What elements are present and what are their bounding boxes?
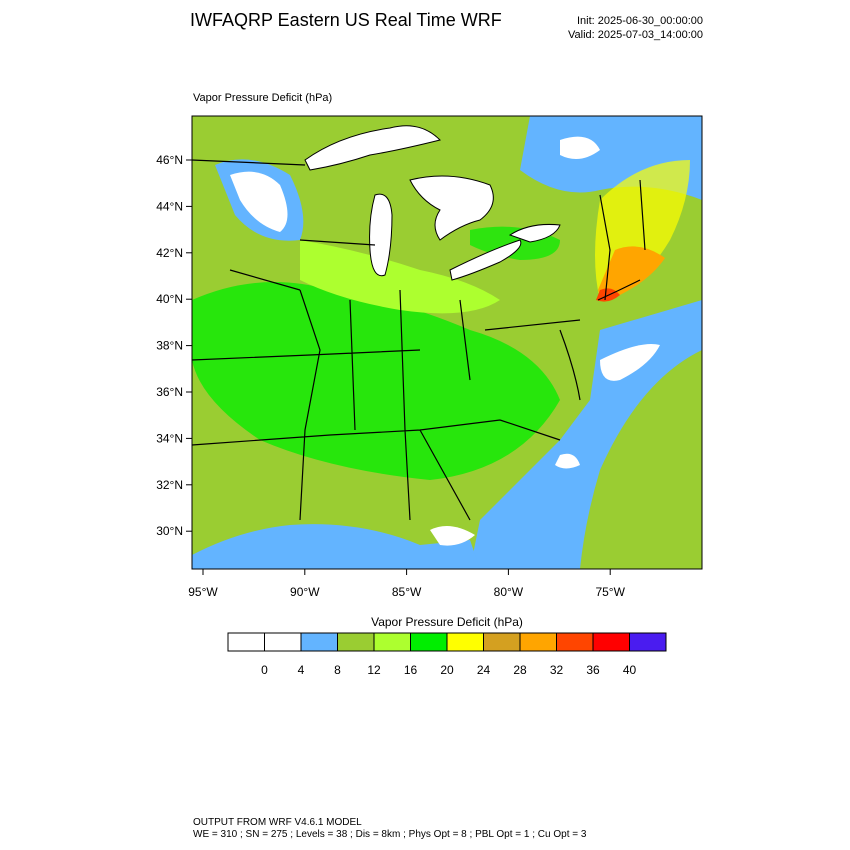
ocean-clear xyxy=(555,453,580,469)
colorbar-label: 4 xyxy=(298,663,305,677)
colorbar-box xyxy=(483,632,521,652)
colorbar-box xyxy=(337,632,375,652)
lon-label: 80°W xyxy=(494,585,524,599)
lake-huron xyxy=(409,175,494,241)
lon-label: 85°W xyxy=(392,585,422,599)
lon-label: 90°W xyxy=(290,585,320,599)
colorbar-box xyxy=(519,632,557,652)
colorbar-label: 32 xyxy=(550,663,564,677)
colorbar-box xyxy=(373,632,411,652)
colorbar-box xyxy=(410,632,448,652)
lake-michigan xyxy=(369,193,393,277)
vpd-12-16 xyxy=(300,240,500,314)
lat-label: 44°N xyxy=(156,199,183,213)
lake-erie xyxy=(449,239,522,281)
colorbar-label: 12 xyxy=(367,663,381,677)
lat-label: 38°N xyxy=(156,339,183,353)
lat-label: 30°N xyxy=(156,524,183,538)
lon-label: 95°W xyxy=(188,585,218,599)
title: IWFAQRP Eastern US Real Time WRF xyxy=(190,10,502,30)
colorbar-label: 0 xyxy=(261,663,268,677)
vpd-28-32 xyxy=(598,246,665,297)
colorbar-label: 24 xyxy=(477,663,491,677)
colorbar-box xyxy=(300,632,338,652)
map-title: Vapor Pressure Deficit (hPa) xyxy=(193,92,332,104)
colorbar-box xyxy=(264,632,302,652)
lake-superior xyxy=(304,125,441,171)
colorbar-box xyxy=(446,632,484,652)
footer-line: WE = 310 ; SN = 275 ; Levels = 38 ; Dis … xyxy=(193,829,587,840)
borders xyxy=(192,159,646,521)
ocean-far xyxy=(580,350,702,569)
lat-label: 36°N xyxy=(156,385,183,399)
colorbar-label: 16 xyxy=(404,663,418,677)
lat-label: 42°N xyxy=(156,246,183,260)
colorbar-label: 40 xyxy=(623,663,637,677)
valid-time: Valid: 2025-07-03_14:00:00 xyxy=(568,29,703,41)
lon-label: 75°W xyxy=(595,585,625,599)
colorbar-box xyxy=(227,632,265,652)
vpd-16-20 xyxy=(192,282,560,480)
colorbar-label: 8 xyxy=(334,663,341,677)
lat-label: 40°N xyxy=(156,292,183,306)
colorbar-box xyxy=(592,632,630,652)
init-time: Init: 2025-06-30_00:00:00 xyxy=(577,15,703,27)
lat-label: 32°N xyxy=(156,478,183,492)
ocean-clear xyxy=(600,344,660,381)
lat-label: 46°N xyxy=(156,153,183,167)
lake-ontario xyxy=(508,224,561,243)
footer-line: OUTPUT FROM WRF V4.6.1 MODEL xyxy=(193,817,362,828)
gulf xyxy=(192,524,480,569)
colorbar-box xyxy=(629,632,667,652)
canada-clear xyxy=(560,136,600,159)
colorbar-box xyxy=(556,632,594,652)
colorbar-title: Vapor Pressure Deficit (hPa) xyxy=(371,615,523,629)
wisconsin-clear xyxy=(230,171,288,232)
map-labels: 46°N 44°N 42°N 40°N 38°N 36°N 34°N 32°N 30°N 95°W… xyxy=(156,153,625,599)
colorbar-label: 36 xyxy=(586,663,600,677)
gulf-clear xyxy=(430,526,475,546)
colorbar-label: 20 xyxy=(440,663,454,677)
colorbar-label: 28 xyxy=(513,663,527,677)
colorbar: 0 4 8 12 16 20 24 28 32 36 40 xyxy=(227,632,667,677)
lat-label: 34°N xyxy=(156,431,183,445)
map-field xyxy=(192,116,702,569)
map-frame xyxy=(191,115,703,570)
